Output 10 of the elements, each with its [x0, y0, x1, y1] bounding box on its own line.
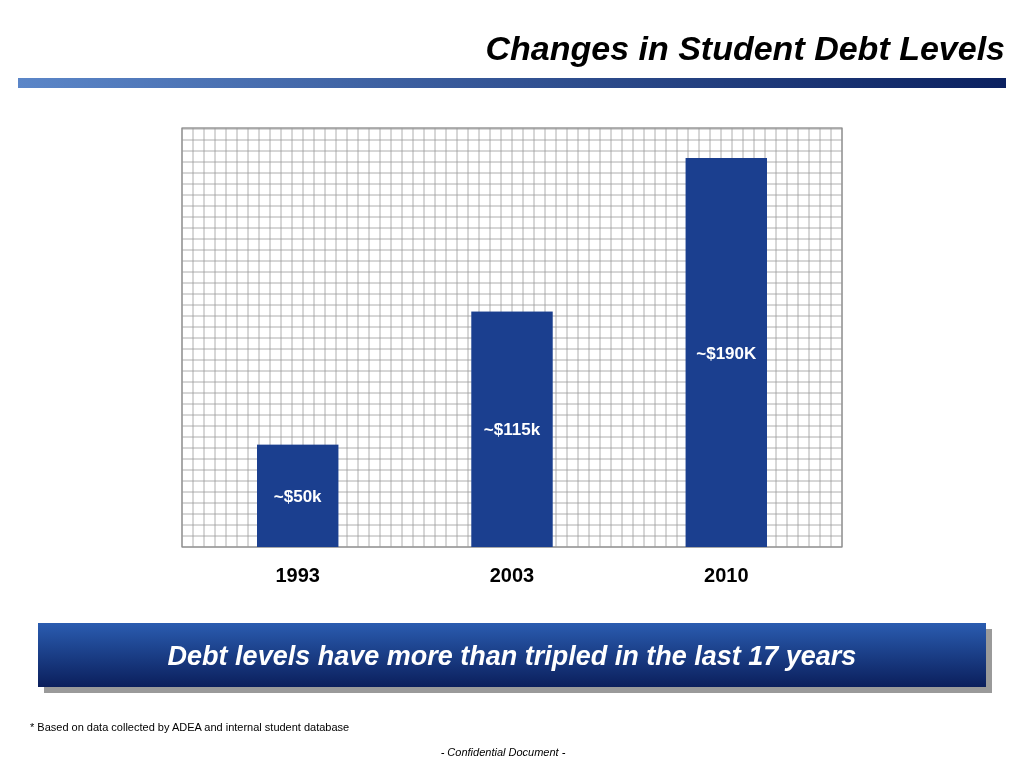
data-label: ~$190K [696, 343, 758, 363]
chart-title: Changes in Student Debt Levels [485, 29, 1005, 67]
text: Debt levels have more than tripled in the last 17 years [167, 641, 857, 671]
x-tick-label: 2003 [489, 564, 535, 586]
data-label: ~$115k [483, 420, 541, 440]
data-label: ~$50k [273, 486, 323, 506]
text: - Confidential Document - [440, 746, 566, 758]
text: * Based on data collected by ADEA and internal student database [30, 721, 350, 733]
x-tick-label: 1993 [275, 564, 320, 586]
x-tick-label: 2010 [704, 564, 749, 586]
